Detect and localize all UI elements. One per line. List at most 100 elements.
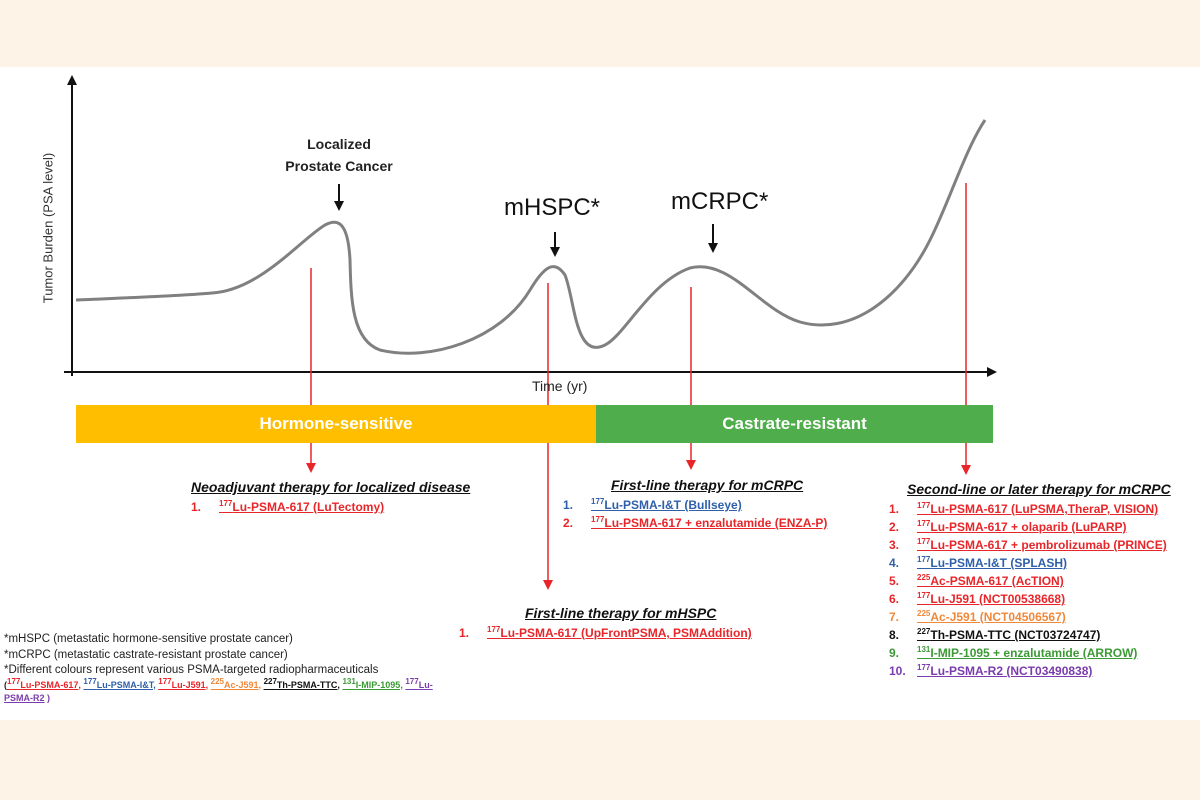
first-line-mhspc-heading: First-line therapy for mHSPC: [525, 605, 717, 621]
figure-panel: [0, 67, 1200, 720]
legend-close-paren: ): [47, 692, 51, 703]
second-line-mcrpc-heading: Second-line or later therapy for mCRPC: [907, 481, 1171, 497]
isotope-mass-number: 177: [591, 515, 605, 524]
first-line-mhspc-list: 1. 177Lu-PSMA-617 (UpFrontPSMA, PSMAdditi…: [459, 624, 752, 642]
therapy-item-number: 1.: [563, 498, 574, 512]
hormone-sensitive-bar: Hormone-sensitive: [76, 405, 596, 443]
legend-isotope: 177: [7, 676, 21, 686]
legend-text: Lu-PSMA-R2: [4, 679, 433, 703]
therapy-name: Ac-PSMA-617 (AcTION): [930, 574, 1064, 588]
legend-text: Lu-PSMA-617,: [20, 679, 81, 690]
isotope-mass-number: 227: [917, 627, 931, 636]
therapy-name: I-MIP-1095 + enzalutamide (ARROW): [930, 646, 1138, 660]
therapy-item-text: 131I-MIP-1095 + enzalutamide (ARROW): [917, 644, 1137, 662]
isotope-mass-number: 177: [917, 519, 931, 528]
therapy-item-number: 10.: [889, 664, 906, 678]
therapy-item: 5. 225Ac-PSMA-617 (AcTION): [889, 572, 1167, 590]
legend-text: Lu-PSMA-I&T,: [96, 679, 156, 690]
therapy-item: 3. 177Lu-PSMA-617 + pembrolizumab (PRINCE…: [889, 536, 1167, 554]
therapy-item: 2. 177Lu-PSMA-617 + enzalutamide (ENZA-P): [563, 514, 827, 532]
therapy-item: 6. 177Lu-J591 (NCT00538668): [889, 590, 1167, 608]
tumor-burden-curve: [75, 119, 987, 355]
legend-entry: 225Ac-J591,: [210, 676, 262, 690]
first-line-mcrpc-heading: First-line therapy for mCRPC: [611, 477, 804, 493]
legend-isotope: 177: [158, 676, 172, 686]
therapy-name: Lu-PSMA-617 (UpFrontPSMA, PSMAddition): [500, 626, 752, 640]
phase-localized-label: Localized Prostate Cancer: [285, 136, 393, 174]
therapy-item-text: 225Ac-J591 (NCT04506567): [917, 608, 1066, 626]
legend-entry: 131I-MIP-1095,: [342, 677, 403, 690]
first-line-mcrpc-list: 1. 177Lu-PSMA-I&T (Bullseye) 2. 177Lu-PSMA-…: [563, 496, 827, 532]
therapy-item-text: 177Lu-PSMA-R2 (NCT03490838): [917, 662, 1092, 680]
therapy-item-number: 2.: [563, 516, 574, 530]
therapy-item: 1. 177Lu-PSMA-617 (LuTectomy): [191, 498, 384, 516]
isotope-mass-number: 177: [917, 663, 931, 672]
therapy-item-text: 177Lu-PSMA-617 (UpFrontPSMA, PSMAddition…: [487, 624, 752, 642]
therapy-item: 1. 177Lu-PSMA-617 (LuPSMA,TheraP, VISION): [889, 500, 1167, 518]
therapy-item: 9. 131I-MIP-1095 + enzalutamide (ARROW): [889, 644, 1167, 662]
isotope-mass-number: 225: [917, 609, 931, 618]
therapy-name: Th-PSMA-TTC (NCT03724747): [930, 628, 1101, 642]
colour-legend: (177Lu-PSMA-617, 177Lu-PSMA-I&T, 177Lu-J…: [4, 676, 444, 705]
footnote-mcrpc: *mCRPC (metastatic castrate-resistant pr…: [4, 648, 288, 661]
therapy-item: 1. 177Lu-PSMA-I&T (Bullseye): [563, 496, 827, 514]
therapy-item-number: 5.: [889, 574, 900, 588]
y-axis-label: Tumor Burden (PSA level): [40, 152, 56, 304]
legend-text: Th-PSMA-TTC,: [276, 679, 340, 690]
therapy-item: 2. 177Lu-PSMA-617 + olaparib (LuPARP): [889, 518, 1167, 536]
legend-text: I-MIP-1095,: [355, 679, 403, 690]
therapy-item: 8. 227Th-PSMA-TTC (NCT03724747): [889, 626, 1167, 644]
therapy-name: Lu-PSMA-617 + pembrolizumab (PRINCE): [930, 538, 1167, 552]
legend-entry: 227Th-PSMA-TTC,: [263, 676, 340, 690]
isotope-mass-number: 131: [917, 645, 931, 654]
therapy-item-text: 177Lu-PSMA-617 (LuPSMA,TheraP, VISION): [917, 500, 1158, 518]
isotope-mass-number: 177: [917, 591, 931, 600]
legend-isotope: 225: [210, 676, 225, 686]
therapy-item-number: 1.: [889, 502, 900, 516]
footnotes: *mHSPC (metastatic hormone-sensitive pro…: [4, 632, 444, 705]
therapy-name: Lu-PSMA-617 + olaparib (LuPARP): [930, 520, 1127, 534]
therapy-item-text: 177Lu-PSMA-617 (LuTectomy): [219, 498, 384, 516]
therapy-item: 4. 177Lu-PSMA-I&T (SPLASH): [889, 554, 1167, 572]
legend-text: Ac-J591,: [224, 679, 262, 690]
therapy-name: Lu-PSMA-I&T (Bullseye): [604, 498, 742, 512]
therapy-item-number: 9.: [889, 646, 900, 660]
therapy-name: Lu-J591 (NCT00538668): [930, 592, 1066, 606]
therapy-item-text: 227Th-PSMA-TTC (NCT03724747): [917, 626, 1100, 644]
isotope-mass-number: 177: [591, 497, 605, 506]
therapy-item-number: 7.: [889, 610, 900, 624]
therapy-name: Lu-PSMA-617 (LuTectomy): [232, 500, 385, 514]
therapy-item-number: 3.: [889, 538, 900, 552]
therapy-name: Lu-PSMA-I&T (SPLASH): [930, 556, 1068, 570]
therapy-name: Lu-PSMA-617 + enzalutamide (ENZA-P): [604, 516, 828, 530]
legend-isotope: 227: [263, 676, 277, 686]
legend-entry: 177Lu-PSMA-R2: [4, 676, 433, 703]
hormone-sensitive-label: Hormone-sensitive: [259, 414, 413, 433]
therapy-item-text: 177Lu-PSMA-617 + enzalutamide (ENZA-P): [591, 514, 827, 532]
therapy-item-text: 177Lu-PSMA-617 + olaparib (LuPARP): [917, 518, 1127, 536]
therapy-item-number: 2.: [889, 520, 900, 534]
therapy-name: Lu-PSMA-R2 (NCT03490838): [930, 664, 1093, 678]
footnote-colours: *Different colours represent various PSM…: [4, 664, 379, 676]
legend-entry: 177Lu-PSMA-I&T,: [83, 677, 156, 690]
x-axis-label: Time (yr): [532, 378, 588, 394]
neoadjuvant-heading: Neoadjuvant therapy for localized diseas…: [191, 479, 471, 495]
isotope-mass-number: 177: [917, 501, 931, 510]
therapy-item: 7. 225Ac-J591 (NCT04506567): [889, 608, 1167, 626]
castrate-resistant-bar: Castrate-resistant: [596, 405, 993, 443]
isotope-mass-number: 177: [917, 555, 931, 564]
therapy-item-text: 225Ac-PSMA-617 (AcTION): [917, 572, 1064, 590]
therapy-item-number: 8.: [889, 628, 900, 642]
therapy-item-number: 6.: [889, 592, 900, 606]
neoadjuvant-list: 1. 177Lu-PSMA-617 (LuTectomy): [191, 498, 384, 516]
therapy-item-number: 1.: [191, 500, 202, 514]
legend-isotope: 177: [405, 676, 419, 686]
therapy-item-number: 1.: [459, 626, 470, 640]
legend-open-paren: (: [4, 679, 7, 690]
legend-entry: 177Lu-J591,: [158, 676, 208, 690]
therapy-item: 10. 177Lu-PSMA-R2 (NCT03490838): [889, 662, 1167, 680]
isotope-mass-number: 177: [487, 625, 501, 634]
therapy-item-text: 177Lu-J591 (NCT00538668): [917, 590, 1065, 608]
isotope-mass-number: 177: [219, 499, 233, 508]
phase-mcrpc-label: mCRPC*: [671, 188, 769, 215]
